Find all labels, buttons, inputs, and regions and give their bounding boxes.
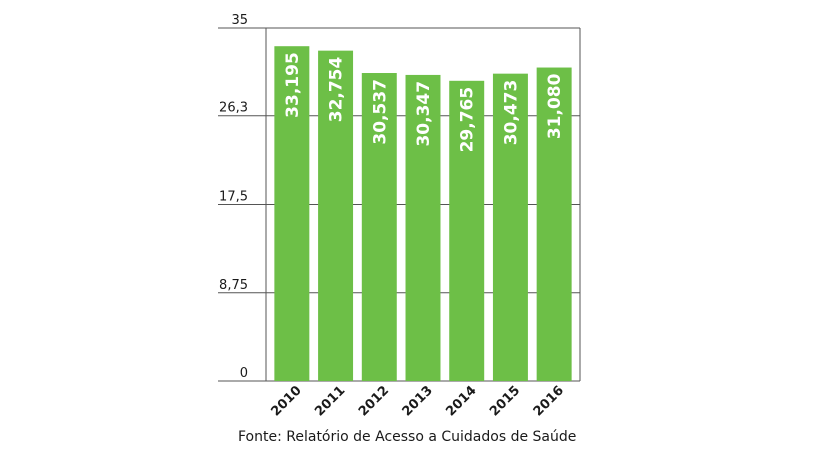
x-tick-label: 2011 (312, 383, 348, 419)
bar-data-label: 30,537 (370, 79, 390, 145)
x-tick-label: 2016 (531, 383, 567, 419)
bar-data-labels: 33,195 32,754 30,537 30,347 29,765 30,473 31,0… (283, 52, 565, 152)
bar-data-label: 33,195 (283, 52, 303, 118)
x-tick-label: 2015 (487, 383, 523, 419)
bar (492, 73, 528, 382)
bar (405, 74, 441, 381)
bar (318, 50, 354, 381)
bar-data-label: 32,754 (327, 56, 347, 122)
bar (536, 67, 572, 381)
bar (449, 80, 485, 382)
y-tick-label: 35 (231, 13, 248, 28)
x-tick-label: 2013 (400, 383, 436, 419)
bar (274, 46, 310, 382)
y-axis-tick-labels: 0 8,75 17,5 26,3 35 (219, 13, 248, 381)
y-tick-label: 17,5 (219, 190, 248, 205)
source-caption: Fonte: Relatório de Acesso a Cuidados de… (238, 429, 577, 445)
x-tick-label: 2014 (443, 383, 479, 419)
y-tick-label: 0 (240, 366, 248, 381)
bar-data-label: 30,347 (414, 81, 434, 147)
bar-data-label: 30,473 (501, 80, 521, 146)
y-tick-label: 26,3 (219, 101, 248, 116)
x-axis-tick-labels: 2010 2011 2012 2013 2014 2015 2016 (268, 383, 566, 419)
y-tick-label: 8,75 (219, 278, 248, 293)
x-tick-label: 2012 (356, 383, 392, 419)
bar (361, 73, 397, 381)
x-tick-label: 2010 (268, 383, 304, 419)
bar-data-label: 29,765 (458, 87, 478, 153)
bars (274, 46, 572, 382)
bar-data-label: 31,080 (545, 73, 565, 139)
